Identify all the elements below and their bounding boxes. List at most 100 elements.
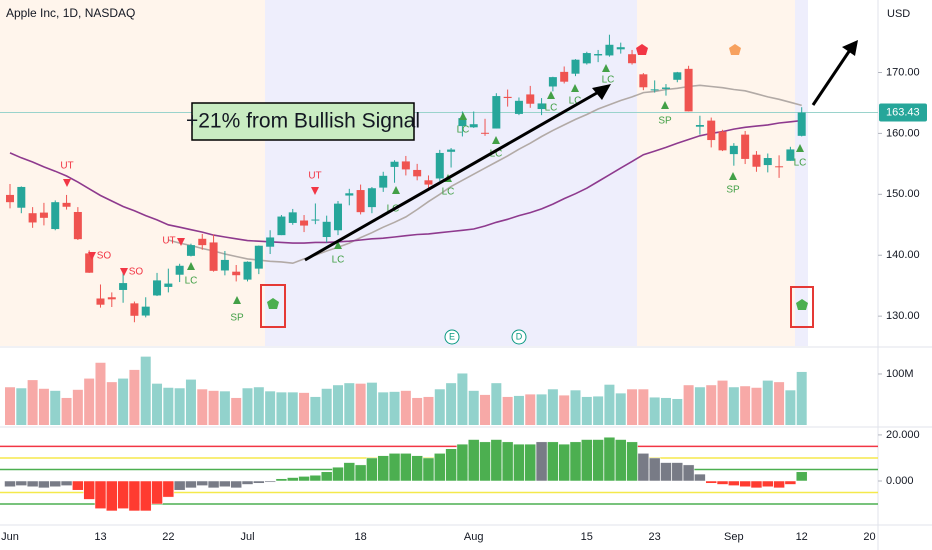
candle-body bbox=[51, 202, 60, 230]
candle-body bbox=[62, 202, 71, 207]
arrow-head bbox=[842, 40, 858, 56]
x-tick-label: 15 bbox=[581, 531, 593, 543]
candle-body bbox=[254, 245, 263, 269]
oscillator-bar bbox=[592, 439, 604, 482]
volume-bar bbox=[593, 396, 604, 425]
oscillator-bar bbox=[795, 471, 808, 482]
oscillator-bar bbox=[422, 457, 435, 482]
volume-bar bbox=[332, 385, 343, 425]
candle-body bbox=[775, 166, 784, 168]
oscillator-bar bbox=[728, 480, 740, 486]
session-band bbox=[795, 0, 808, 346]
x-tick-label: 12 bbox=[796, 531, 808, 543]
oscillator-bar bbox=[784, 480, 797, 485]
signal-label: LC bbox=[185, 276, 198, 287]
oscillator-bar bbox=[490, 439, 503, 482]
oscillator-bar bbox=[219, 480, 231, 488]
x-tick-label: 23 bbox=[649, 531, 661, 543]
candle-body bbox=[639, 74, 648, 88]
oscillator-bar bbox=[253, 480, 265, 484]
candle-body bbox=[413, 169, 422, 177]
candle-body bbox=[616, 47, 625, 50]
signal-triangle bbox=[459, 112, 467, 120]
volume-bar bbox=[16, 388, 27, 425]
signal-label: SP bbox=[230, 313, 244, 324]
volume-bar bbox=[389, 391, 400, 425]
candle-body bbox=[763, 158, 772, 166]
candle-body bbox=[39, 212, 48, 218]
moving-average bbox=[168, 84, 802, 265]
signal-triangle bbox=[334, 241, 342, 249]
x-tick-label: 22 bbox=[162, 531, 174, 543]
volume-bar bbox=[434, 389, 445, 425]
volume-bar bbox=[672, 398, 683, 425]
volume-bar bbox=[253, 387, 264, 425]
oscillator-bar bbox=[479, 441, 491, 482]
session-band bbox=[637, 0, 795, 346]
candle-body bbox=[96, 298, 105, 305]
volume-bar bbox=[638, 389, 649, 425]
volume-bar bbox=[774, 382, 785, 425]
y-tick-label: 130.00 bbox=[886, 310, 920, 322]
candle-body bbox=[300, 220, 309, 226]
candle-body bbox=[571, 59, 580, 74]
volume-bar bbox=[310, 396, 321, 425]
signal-triangle bbox=[492, 136, 500, 144]
headline-box bbox=[191, 102, 415, 141]
signal-pentagon bbox=[796, 299, 808, 310]
signal-pentagon bbox=[729, 44, 741, 55]
volume-bar bbox=[185, 379, 196, 425]
highlight-box bbox=[790, 286, 814, 328]
volume-bar bbox=[265, 391, 276, 425]
oscillator-bar bbox=[400, 453, 412, 482]
oscillator-bar bbox=[332, 466, 344, 482]
candle-body bbox=[6, 194, 14, 203]
candle-body bbox=[673, 72, 682, 80]
candle-body bbox=[288, 212, 297, 223]
volume-bar bbox=[547, 389, 558, 425]
signal-label: LC bbox=[794, 158, 807, 169]
oscillator-bar bbox=[185, 480, 197, 489]
highlight-box bbox=[260, 284, 286, 328]
signal-triangle bbox=[88, 252, 96, 260]
oscillator-bar bbox=[298, 476, 310, 482]
candle-body bbox=[367, 188, 376, 208]
oscillator-bar bbox=[264, 480, 276, 483]
y-tick-label: 170.00 bbox=[886, 66, 920, 78]
oscillator-bar bbox=[660, 462, 672, 482]
candle-body bbox=[379, 175, 388, 188]
oscillator-bar bbox=[162, 480, 175, 498]
candle-body bbox=[752, 154, 761, 167]
signal-triangle bbox=[729, 172, 737, 180]
signal-label: LC bbox=[545, 103, 558, 114]
trend-arrow bbox=[304, 88, 603, 262]
candle-body bbox=[786, 149, 795, 161]
oscillator-bar bbox=[547, 441, 559, 482]
oscillator-bar bbox=[705, 480, 717, 484]
oscillator-bar bbox=[207, 480, 220, 489]
candle-body bbox=[447, 149, 456, 152]
volume-bar bbox=[129, 369, 140, 425]
last-price-tag bbox=[879, 103, 927, 122]
oscillator-bar bbox=[4, 480, 16, 488]
candle-body bbox=[345, 193, 354, 196]
event-marker[interactable] bbox=[444, 329, 460, 345]
volume-bar bbox=[762, 380, 773, 425]
oscillator-bar bbox=[388, 453, 401, 482]
oscillator-bar bbox=[230, 480, 242, 489]
volume-bar bbox=[660, 397, 671, 425]
candle-body bbox=[424, 180, 433, 185]
volume-bar bbox=[694, 387, 705, 425]
signal-label: LC bbox=[332, 255, 345, 266]
event-marker[interactable] bbox=[511, 329, 527, 345]
oscillator-bar bbox=[535, 441, 548, 482]
candle-body bbox=[186, 245, 195, 256]
signal-label: UT bbox=[60, 161, 73, 172]
candle-body bbox=[28, 213, 37, 223]
volume-bar bbox=[423, 396, 434, 425]
event-label: E bbox=[449, 331, 455, 341]
candle-body bbox=[628, 54, 637, 64]
volume-bar bbox=[72, 389, 83, 425]
candle-body bbox=[175, 265, 184, 275]
volume-bar bbox=[5, 387, 15, 425]
